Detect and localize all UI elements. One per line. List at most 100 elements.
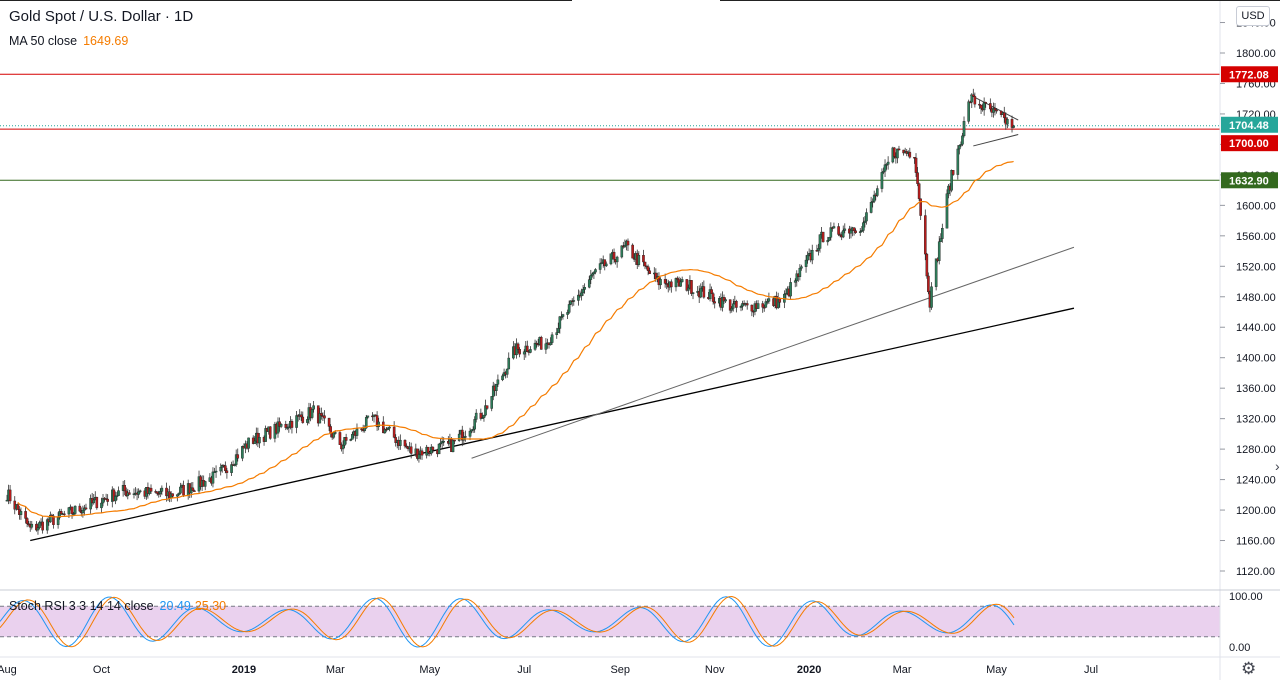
candle-body [956,148,960,175]
price-tick-label: 1160.00 [1236,536,1275,548]
candle-body [52,515,55,525]
candle-body [919,198,922,216]
candle-body [507,357,511,370]
candle-body [739,306,743,308]
candle-body [100,502,103,509]
candle-body [793,280,797,283]
candle-body [961,135,964,145]
candle-body [78,505,82,512]
candle-body [392,426,396,438]
candle-body [522,351,526,355]
candle-body [491,385,495,397]
candle-body [849,230,853,234]
candle-body [560,316,563,318]
candle-body [569,300,572,305]
candle-body [934,258,938,287]
candle-body [659,279,662,286]
candle-body [225,470,229,473]
candle-body [674,278,678,288]
ma-legend-label: MA 50 close [9,34,78,48]
candle-body [89,498,92,510]
trendline [471,246,1075,459]
candle-body [984,102,987,104]
candle-body [253,440,257,444]
gear-icon[interactable]: ⚙ [1241,659,1257,678]
candle-body [241,446,244,459]
price-label-box [1221,116,1278,133]
stoch-band-fill [0,606,1220,637]
candle-body [485,405,489,409]
candle-body [453,439,456,442]
candle-body [970,94,974,103]
candle-body [193,490,196,492]
candle-body [24,511,27,519]
candle-body [721,297,724,308]
candle-body [377,421,380,427]
time-tick-label: Aug [0,664,17,676]
candle-body [312,405,315,410]
time-tick-label: Mar [893,664,912,676]
candle-body [490,396,494,409]
candle-body [327,417,331,427]
candle-body [159,491,162,494]
currency-button[interactable]: USD [1236,6,1270,26]
candle-body [526,345,529,352]
osc-legend[interactable]: Stoch RSI 3 3 14 14 close 20.49 25.30 [9,599,226,613]
candle-body [219,467,223,472]
candle-body [592,271,596,275]
candle-body [279,423,283,427]
candle-body [789,282,792,297]
ma-legend[interactable]: MA 50 close 1649.69 [9,34,128,48]
candle-body [713,301,716,304]
time-tick-label: Oct [93,664,110,676]
candle-body [318,413,322,424]
candle-body [581,289,585,294]
candle-body [533,342,537,350]
candle-body [405,445,408,448]
osc-k-value: 20.49 [159,599,191,613]
candle-body [623,245,627,248]
candle-body [417,454,421,459]
candle-body [333,432,337,434]
triangle-line [969,94,1019,121]
price-tick-label: 1520.00 [1236,261,1276,273]
candle-body [750,304,754,312]
candle-body [778,298,782,303]
osc-d-value: 25.30 [194,599,227,613]
candle-body [38,522,41,528]
candle-body [81,510,85,514]
price-tick-label: 1480.00 [1236,292,1276,304]
candle-body [556,328,560,333]
candle-body [914,157,918,173]
candle-body [852,227,856,231]
candle-body [234,454,238,465]
candle-body [913,157,916,159]
chevron-icon[interactable]: › [1275,458,1280,474]
candle-body [287,426,291,429]
candle-body [863,220,867,223]
candle-body [690,280,693,294]
candle-body [710,289,713,294]
candle-body [555,332,559,336]
candle-body [558,316,562,329]
candle-body [306,419,309,423]
candle-body [84,507,88,510]
candle-body [941,228,944,239]
time-tick-label: May [986,664,1007,676]
candle-body [409,446,413,454]
candle-body [978,103,981,106]
candle-body [403,439,407,447]
candle-body [843,228,847,231]
candle-body [973,96,977,105]
candle-body [182,485,185,496]
candle-body [722,297,726,302]
candle-body [916,172,919,184]
candle-body [115,495,119,497]
candle-body [112,489,116,502]
time-tick-label: Mar [326,664,345,676]
candle-body [886,161,890,165]
candle-body [25,518,29,524]
candle-body [516,343,520,350]
candle-body [329,426,332,434]
